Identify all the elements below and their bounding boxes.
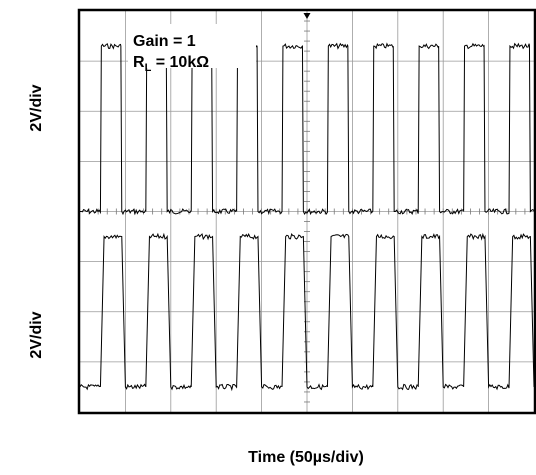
trigger-marker [303, 13, 311, 19]
plot-frame [77, 8, 536, 415]
y-axis-label-bottom: 2V/div [28, 311, 45, 358]
gain-annotation: Gain = 1 [133, 33, 196, 50]
y-axis-label-top: 2V/div [28, 84, 45, 131]
trace-bottom [79, 232, 535, 392]
load-annotation: RL = 10kΩ [133, 54, 209, 74]
annotation-box [128, 24, 256, 68]
x-axis-label: Time (50µs/div) [248, 449, 364, 466]
